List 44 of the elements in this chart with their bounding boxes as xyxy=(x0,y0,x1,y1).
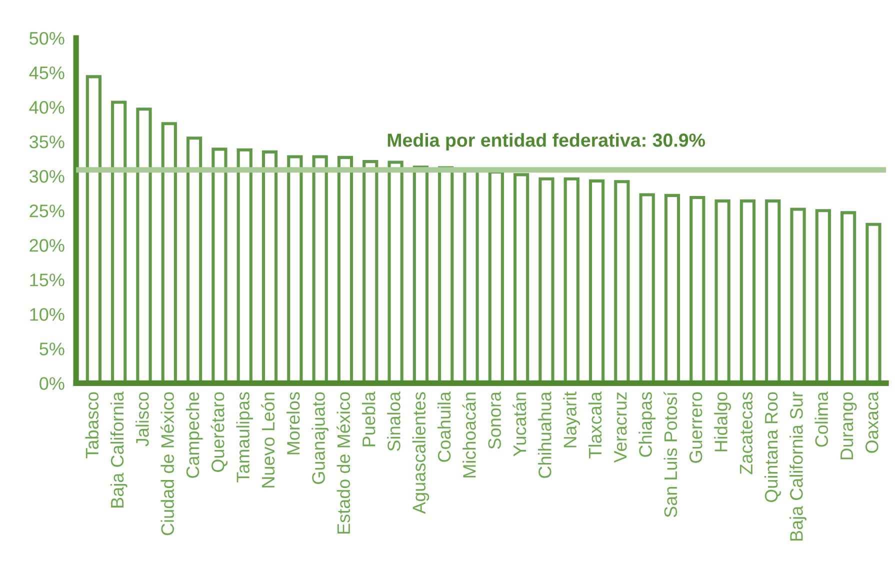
x-tick-label: Durango xyxy=(840,392,857,460)
ref-line-label: Media por entidad federativa: 30.9% xyxy=(388,133,705,151)
x-tick-label: Tlaxcala xyxy=(588,392,602,458)
x-tick-label: Chihuahua xyxy=(538,392,552,478)
x-tick-label: Michoacán xyxy=(462,392,476,478)
x-tick-label: Estado de México xyxy=(336,392,350,534)
y-tick-label: 50% xyxy=(30,32,64,45)
y-tick-label: 5% xyxy=(40,342,64,356)
y-tick-label: 20% xyxy=(30,239,64,252)
x-tick-label: Nuevo León xyxy=(261,392,275,488)
x-tick-label: Tamaulipas xyxy=(236,392,254,482)
x-tick-label: Jalisco xyxy=(136,392,149,446)
x-tick-label: Chiapas xyxy=(638,392,656,457)
y-tick-label: 10% xyxy=(30,308,64,321)
x-tick-label: San Luis Potosí xyxy=(664,392,678,518)
y-tick-label: 45% xyxy=(29,66,64,80)
y-tick-label: 25% xyxy=(30,204,64,218)
x-tick-label: Campeche xyxy=(186,392,203,478)
y-tick-label: 15% xyxy=(30,274,64,286)
x-tick-label: Sinaloa xyxy=(387,392,400,451)
y-tick-label: 40% xyxy=(29,100,64,114)
y-tick-label: 0% xyxy=(40,377,64,390)
x-tick-label: Baja California Sur xyxy=(790,392,806,541)
x-tick-label: Yucatán xyxy=(512,392,526,456)
x-tick-label: Nayarit xyxy=(563,392,580,448)
x-tick-label: Veracruz xyxy=(614,392,627,463)
y-tick-label: 30% xyxy=(30,170,64,183)
x-tick-label: Guanajuato xyxy=(312,392,328,484)
y-tick-label: 35% xyxy=(30,136,64,148)
x-tick-label: Aguascalientes xyxy=(412,392,430,514)
x-tick-label: Sonora xyxy=(488,392,501,449)
x-tick-label: Guerrero xyxy=(689,392,702,463)
x-tick-label: Coahuila xyxy=(437,392,451,462)
x-tick-label: Colima xyxy=(814,392,828,447)
x-tick-label: Quintana Roo xyxy=(764,392,781,502)
x-tick-label: Morelos xyxy=(286,392,300,454)
x-tick-label: Ciudad de México xyxy=(160,392,174,536)
x-tick-label: Zacatecas xyxy=(740,392,753,474)
x-tick-label: Hidalgo xyxy=(714,392,731,452)
x-tick-label: Querétaro xyxy=(210,392,228,472)
x-tick-label: Oaxaca xyxy=(866,392,878,453)
x-tick-label: Baja California xyxy=(110,392,128,508)
x-tick-label: Tabasco xyxy=(85,392,99,458)
x-tick-label: Puebla xyxy=(362,392,376,446)
